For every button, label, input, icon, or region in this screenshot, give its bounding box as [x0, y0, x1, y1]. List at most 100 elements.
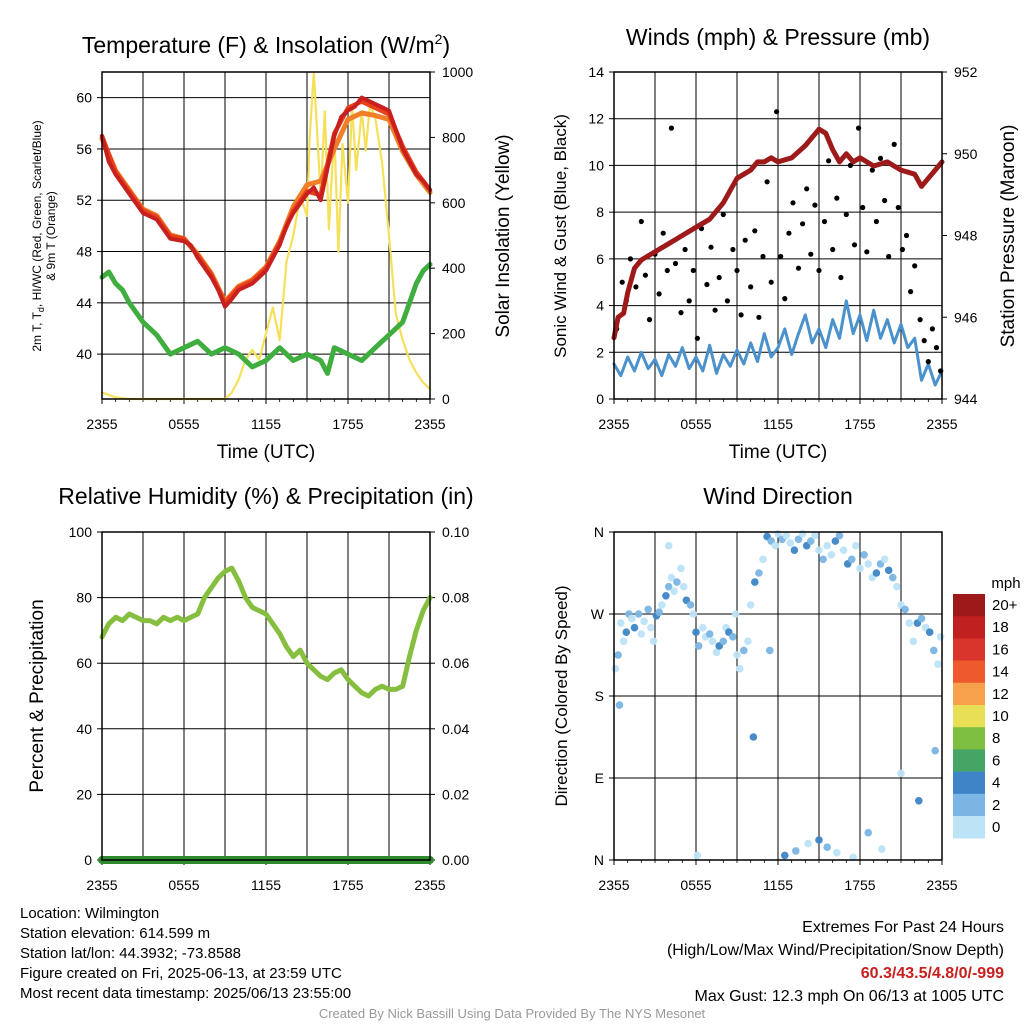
- direction-point: [740, 646, 748, 655]
- colorbar-label: 8: [992, 730, 1000, 747]
- colorbar-label: 14: [992, 664, 1009, 681]
- direction-point: [759, 555, 767, 564]
- wind-y2tick-label: 950: [954, 146, 978, 162]
- gust-point: [724, 298, 731, 304]
- temp-y2tick-label: 800: [442, 129, 466, 145]
- wind-title: Winds (mph) & Pressure (mb): [626, 24, 930, 50]
- gust-point: [864, 249, 870, 255]
- gust-point: [917, 317, 923, 323]
- direction-point: [679, 582, 688, 591]
- rh-y2tick-label: 0.10: [442, 524, 469, 540]
- direction-point: [823, 843, 831, 851]
- direction-point: [670, 587, 678, 595]
- direction-point: [864, 828, 872, 837]
- direction-point: [905, 619, 913, 627]
- wind-ytick-label: 0: [596, 391, 604, 407]
- temp-xtick-label: 1755: [332, 416, 363, 432]
- gust-point: [869, 167, 875, 173]
- direction-point: [712, 648, 721, 657]
- temperature-ylabel-left-line2: & 9m T (Orange): [44, 191, 58, 281]
- wind-ytick-label: 2: [596, 344, 604, 360]
- dir-ytick-label: S: [595, 688, 604, 704]
- direction-point: [864, 560, 872, 568]
- gust-point: [760, 253, 766, 260]
- direction-point: [692, 628, 700, 636]
- wind-y2tick-label: 948: [954, 228, 978, 244]
- direction-point: [766, 646, 774, 655]
- rh-ytick-label: 0: [84, 852, 92, 868]
- gust-point: [738, 312, 744, 318]
- direction-point: [664, 582, 673, 591]
- gust-point: [660, 230, 666, 236]
- temperature-ylabel-right: Solar Insolation (Yellow): [493, 134, 514, 337]
- gust-point: [834, 195, 840, 201]
- temp-y2tick-label: 600: [442, 195, 466, 211]
- temp-ytick-label: 60: [76, 90, 92, 106]
- direction-panel: Wind Direction Direction (Colored By Spe…: [552, 483, 958, 893]
- direction-point: [831, 537, 840, 545]
- wind-xtick-label: 2355: [598, 416, 629, 432]
- direction-point: [755, 569, 763, 577]
- direction-point: [614, 651, 622, 659]
- temp-ytick-label: 56: [76, 141, 92, 157]
- wind-border: [613, 71, 943, 400]
- gust-point: [664, 267, 670, 274]
- gust-point: [716, 274, 722, 281]
- direction-point: [771, 541, 780, 550]
- rh-ytick-label: 100: [69, 524, 93, 540]
- rh-xtick-label: 1755: [332, 877, 363, 893]
- colorbar-label: 4: [992, 775, 1000, 792]
- rh-ytick-label: 80: [76, 590, 92, 606]
- direction-point: [934, 660, 942, 668]
- direction-point: [909, 637, 918, 646]
- direction-point: [790, 546, 799, 554]
- max-gust-text: Max Gust: 12.3 mph On 06/13 at 1005 UTC: [694, 988, 1005, 1005]
- direction-point: [628, 614, 636, 623]
- direction-point: [619, 637, 628, 646]
- latlon-text: Station lat/lon: 44.3932; -73.8588: [20, 945, 242, 962]
- direction-point: [849, 853, 857, 862]
- temp-border: [101, 71, 431, 400]
- colorbar-swatch: [953, 616, 985, 639]
- dir-ytick-label: N: [594, 852, 604, 868]
- colorbar-label: 2: [992, 797, 1000, 814]
- wind-ytick-label: 14: [588, 64, 604, 80]
- gust-point: [646, 317, 653, 323]
- dir-ytick-label: E: [595, 770, 604, 786]
- direction-point: [823, 541, 831, 550]
- colorbar-swatch: [953, 816, 985, 839]
- gust-point: [682, 246, 688, 253]
- direction-point: [649, 637, 658, 646]
- gust-point: [860, 204, 866, 211]
- rh-y2tick-label: 0.08: [442, 590, 469, 606]
- colorbar-swatch: [953, 594, 985, 617]
- gust-point: [752, 228, 758, 234]
- direction-point: [880, 555, 889, 564]
- gust-point: [619, 279, 625, 285]
- gust-point: [786, 230, 792, 236]
- elevation-text: Station elevation: 614.599 m: [20, 925, 211, 942]
- direction-point: [644, 605, 652, 614]
- gust-point: [903, 232, 910, 239]
- direction-point: [731, 610, 740, 618]
- gust-point: [633, 284, 639, 290]
- gust-point: [712, 307, 718, 313]
- dir-ytick-label: N: [594, 524, 604, 540]
- rh-y2tick-label: 0.04: [442, 721, 469, 737]
- gust-point: [921, 338, 927, 344]
- extremes-values: 60.3/43.5/4.8/0/-999: [860, 965, 1004, 982]
- direction-point: [664, 541, 673, 550]
- gust-point: [782, 296, 788, 302]
- gust-point: [899, 246, 906, 253]
- colorbar-label: 6: [992, 752, 1000, 769]
- wind-ylabel-left: Sonic Wind & Gust (Blue, Black): [551, 114, 570, 358]
- wind-ytick-label: 6: [596, 251, 604, 267]
- direction-point: [781, 851, 789, 860]
- temp-xtick-label: 2355: [414, 416, 445, 432]
- gust-point: [925, 359, 931, 365]
- wind-xlabel: Time (UTC): [729, 442, 828, 463]
- colorbar-label: 10: [992, 708, 1009, 725]
- direction-point: [901, 605, 909, 614]
- wind-ylabel-right: Station Pressure (Maroon): [998, 125, 1019, 348]
- wind-y2tick-label: 952: [954, 64, 978, 80]
